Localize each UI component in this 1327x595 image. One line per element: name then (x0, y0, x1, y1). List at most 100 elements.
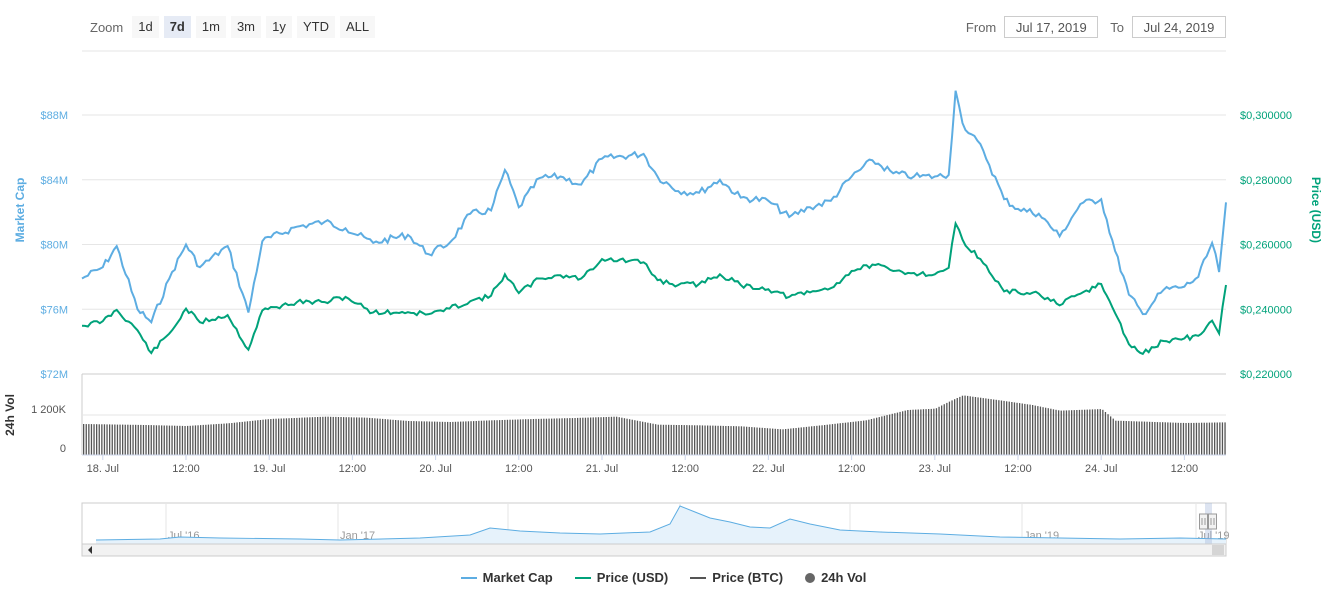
volume-bar (1188, 422, 1190, 455)
legend-price-usd[interactable]: Price (USD) (574, 570, 668, 585)
navigator-left-handle[interactable] (1199, 513, 1208, 530)
volume-bar (1177, 422, 1179, 455)
price-usd-line[interactable] (81, 220, 1227, 356)
volume-bar (153, 425, 155, 455)
volume-bar (473, 421, 475, 455)
volume-bar (293, 418, 295, 455)
volume-bar (506, 419, 509, 455)
volume-bar (785, 429, 787, 455)
volume-bar (304, 417, 306, 455)
legend-market-cap[interactable]: Market Cap (460, 570, 553, 585)
volume-bar (363, 417, 366, 455)
zoom-all-button[interactable]: ALL (340, 16, 376, 38)
legend-market-cap-label: Market Cap (482, 570, 553, 585)
volume-bar (977, 397, 979, 455)
volume-bar (595, 417, 597, 455)
volume-bar (662, 424, 665, 455)
volume-bar (413, 421, 415, 455)
volume-bar (486, 420, 488, 455)
volume-bar (1065, 410, 1068, 455)
to-date-input[interactable] (1132, 16, 1226, 38)
volume-bar (938, 406, 940, 455)
volume-bar (805, 426, 808, 455)
volume-bar (530, 419, 532, 455)
volume-bar (730, 426, 732, 455)
volume-bar (504, 419, 506, 455)
volume-bar (449, 422, 451, 455)
volume-bar (694, 425, 696, 455)
legend-price-btc[interactable]: Price (BTC) (690, 570, 783, 585)
legend-price-btc-label: Price (BTC) (712, 570, 784, 585)
x-tick-label: 24. Jul (1085, 463, 1117, 475)
legend-24h-vol[interactable]: 24h Vol (805, 570, 866, 585)
volume-bar (639, 421, 641, 455)
volume-bar (967, 395, 969, 455)
market-cap-axis-title: Market Cap (13, 178, 27, 243)
volume-bar (1052, 409, 1055, 455)
volume-bar (1076, 410, 1078, 455)
volume-bar (538, 418, 540, 455)
zoom-1y-button[interactable]: 1y (266, 16, 292, 38)
volume-bar (881, 416, 883, 455)
zoom-1m-button[interactable]: 1m (195, 16, 226, 38)
volume-bar (137, 424, 139, 455)
volume-bar (1206, 422, 1208, 455)
volume-bar (925, 409, 927, 455)
volume-bar (356, 417, 358, 455)
volume-bar (512, 419, 514, 455)
volume-bar (579, 417, 581, 455)
volume-bar (891, 413, 893, 455)
volume-bar (501, 420, 503, 455)
volume-bar (514, 419, 516, 455)
volume-bar (509, 419, 511, 455)
zoom-7d-button[interactable]: 7d (163, 16, 191, 38)
volume-bar (1060, 410, 1062, 455)
scrollbar-thumb[interactable] (1212, 545, 1224, 555)
volume-bar (1021, 403, 1023, 455)
volume-bar (720, 425, 722, 455)
volume-bar (915, 409, 917, 455)
legend-24h-vol-label: 24h Vol (821, 570, 867, 585)
price-btc-swatch (690, 576, 707, 579)
volume-bar (725, 426, 727, 455)
volume-bar (272, 418, 275, 455)
scroll-left-icon[interactable] (88, 546, 92, 554)
volume-bar (291, 418, 293, 455)
price-chart[interactable]: $72M$76M$80M$84M$88M $0,220000$0,240000$… (0, 0, 1327, 568)
volume-bar (790, 428, 792, 455)
from-date-input[interactable] (1004, 16, 1099, 38)
scrollbar-track[interactable] (81, 543, 1227, 557)
volume-bar (189, 425, 191, 455)
volume-bar (917, 409, 919, 455)
navigator-right-handle[interactable] (1208, 513, 1217, 530)
volume-bar (327, 416, 329, 455)
volume-axis-title: 24h Vol (3, 394, 17, 436)
volume-bar (577, 417, 579, 455)
volume-bar (330, 416, 332, 455)
volume-bar (826, 424, 828, 455)
volume-bar (571, 418, 574, 455)
volume-bar (561, 418, 563, 455)
volume-bar (618, 417, 620, 455)
volume-bar (244, 421, 246, 455)
volume-bar (1055, 409, 1057, 455)
volume-bar (824, 425, 826, 455)
volume-bar (701, 425, 704, 455)
volume-bar (668, 424, 670, 455)
volume-bar (392, 419, 394, 455)
volume-bar (1078, 409, 1081, 455)
volume-bar (228, 423, 230, 455)
market-cap-line[interactable] (81, 90, 1227, 325)
volume-bar (166, 425, 168, 455)
x-tick-label: 12:00 (172, 463, 200, 475)
zoom-1d-button[interactable]: 1d (132, 16, 159, 38)
volume-bar (132, 424, 134, 455)
zoom-ytd-button[interactable]: YTD (297, 16, 335, 38)
market-cap-swatch (460, 576, 477, 579)
volume-bar (129, 424, 132, 455)
volume-bar (428, 421, 431, 455)
zoom-3m-button[interactable]: 3m (230, 16, 261, 38)
volume-bar (844, 422, 847, 455)
volume-bar (1224, 422, 1226, 455)
